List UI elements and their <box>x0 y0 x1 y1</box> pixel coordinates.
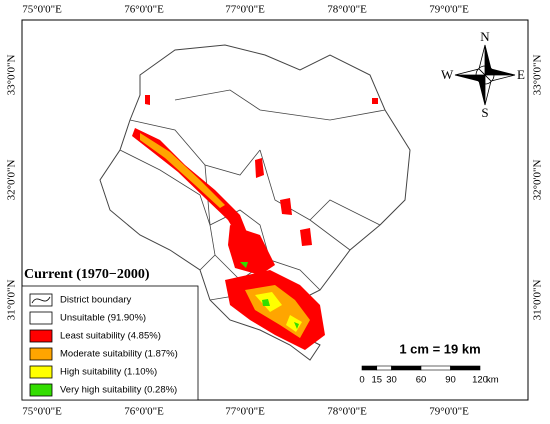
legend-swatch <box>29 365 53 379</box>
scale-tick-label: 30 <box>386 375 397 386</box>
scale-segment <box>376 365 392 371</box>
scale-text: 1 cm = 19 km <box>399 341 480 356</box>
lat-label: 31°0'0"N <box>6 280 18 321</box>
lon-label: 77°0'0"E <box>225 4 265 16</box>
scale-segment <box>420 365 451 371</box>
scale-segment <box>391 365 422 371</box>
legend-label: District boundary <box>60 295 132 306</box>
lon-label: 78°0'0"E <box>327 4 367 16</box>
lat-label: 33°0'0"N <box>532 55 544 96</box>
legend-label: Very high suitability (0.28%) <box>60 385 177 396</box>
legend-label: Unsuitable (91.90%) <box>60 313 146 324</box>
legend-swatch <box>29 383 53 397</box>
suitability-patches <box>132 95 378 350</box>
legend-swatch-line <box>31 296 51 304</box>
lat-label: 32°0'0"N <box>532 160 544 201</box>
scale-tick-label: 0 <box>359 375 364 386</box>
lon-label: 76°0'0"E <box>124 4 164 16</box>
compass-n: N <box>480 29 490 44</box>
legend-label: Moderate suitability (1.87%) <box>60 349 178 360</box>
scale-unit: km <box>486 375 499 386</box>
lon-label: 79°0'0"E <box>429 4 469 16</box>
lon-label: 75°0'0"E <box>22 406 62 418</box>
scale-segment <box>450 365 481 371</box>
legend-swatch <box>29 329 53 343</box>
legend-label: Least suitability (4.85%) <box>60 331 161 342</box>
compass-e: E <box>517 67 525 82</box>
legend-label: High suitability (1.10%) <box>60 367 157 378</box>
compass-w: W <box>441 67 454 82</box>
lat-label: 32°0'0"N <box>6 160 18 201</box>
scale-tick-label: 120 <box>472 375 488 386</box>
lon-label: 77°0'0"E <box>225 406 265 418</box>
lon-label: 78°0'0"E <box>327 406 367 418</box>
scale-segment <box>361 365 378 371</box>
scale-tick-label: 90 <box>445 375 456 386</box>
legend-swatch <box>29 311 53 325</box>
compass <box>454 44 516 106</box>
compass-s: S <box>481 105 488 120</box>
lon-label: 75°0'0"E <box>22 4 62 16</box>
scale-tick-label: 60 <box>416 375 427 386</box>
legend-swatch <box>29 347 53 361</box>
lon-label: 76°0'0"E <box>124 406 164 418</box>
lat-label: 31°0'0"N <box>532 280 544 321</box>
legend-title: Current (1970−2000) <box>24 267 150 282</box>
lon-label: 79°0'0"E <box>429 406 469 418</box>
lat-label: 33°0'0"N <box>6 55 18 96</box>
scale-tick-label: 15 <box>371 375 382 386</box>
